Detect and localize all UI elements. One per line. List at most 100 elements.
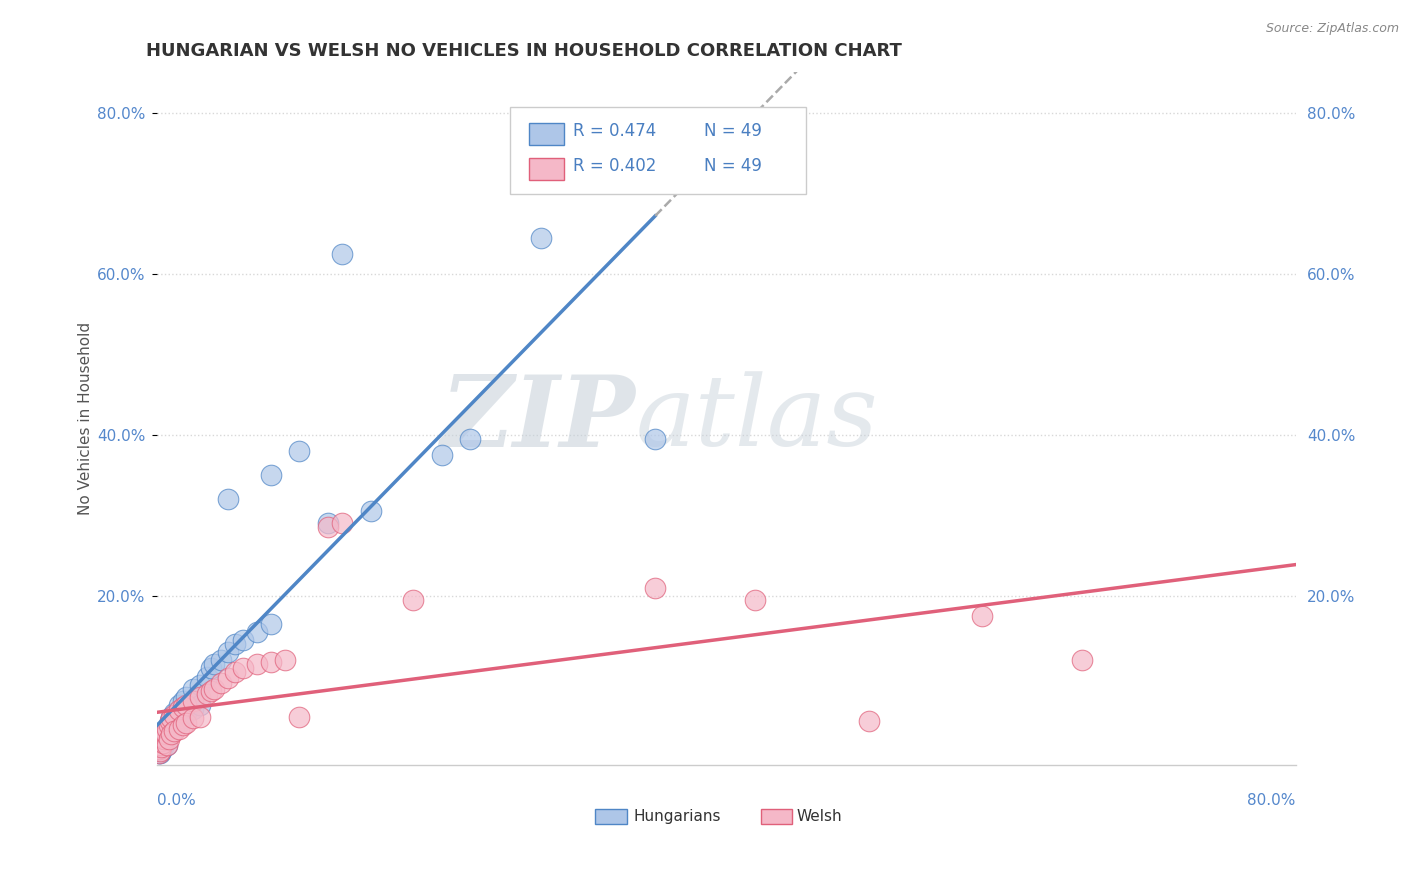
- Point: [644, 432, 666, 446]
- Point: [858, 714, 880, 728]
- Point: [149, 743, 172, 757]
- Point: [217, 671, 239, 685]
- Point: [160, 726, 183, 740]
- Point: [156, 738, 179, 752]
- Point: [153, 726, 176, 740]
- Point: [458, 432, 481, 446]
- Point: [157, 718, 180, 732]
- Point: [274, 653, 297, 667]
- FancyBboxPatch shape: [510, 107, 806, 194]
- Point: [157, 732, 180, 747]
- Point: [155, 732, 177, 747]
- Point: [156, 738, 179, 752]
- Point: [148, 746, 170, 760]
- Point: [157, 727, 180, 741]
- Point: [148, 742, 170, 756]
- Point: [174, 698, 197, 712]
- Point: [260, 655, 283, 669]
- Point: [152, 735, 174, 749]
- Point: [153, 735, 176, 749]
- Point: [246, 625, 269, 640]
- Point: [148, 746, 170, 760]
- Text: Source: ZipAtlas.com: Source: ZipAtlas.com: [1265, 22, 1399, 36]
- Point: [157, 718, 180, 732]
- Point: [232, 633, 254, 648]
- Point: [224, 665, 246, 680]
- Text: R = 0.402: R = 0.402: [572, 157, 657, 175]
- Point: [260, 468, 283, 483]
- Point: [156, 722, 179, 736]
- Point: [181, 702, 204, 716]
- Point: [402, 593, 425, 607]
- Text: Hungarians: Hungarians: [633, 809, 720, 824]
- Point: [172, 700, 194, 714]
- Point: [260, 617, 283, 632]
- Point: [195, 669, 218, 683]
- Point: [1071, 653, 1094, 667]
- Point: [152, 740, 174, 755]
- Point: [330, 516, 353, 531]
- Point: [172, 711, 194, 725]
- Point: [188, 690, 211, 704]
- Point: [149, 738, 172, 752]
- Text: N = 49: N = 49: [703, 157, 762, 175]
- Point: [153, 732, 176, 747]
- Point: [167, 722, 190, 736]
- Text: 80.0%: 80.0%: [1247, 793, 1295, 808]
- Point: [530, 230, 553, 244]
- Text: ZIP: ZIP: [440, 370, 636, 467]
- Text: 0.0%: 0.0%: [157, 793, 195, 808]
- Point: [360, 504, 382, 518]
- Point: [181, 681, 204, 696]
- Point: [316, 520, 339, 534]
- Point: [163, 708, 186, 723]
- Point: [200, 661, 222, 675]
- Text: HUNGARIAN VS WELSH NO VEHICLES IN HOUSEHOLD CORRELATION CHART: HUNGARIAN VS WELSH NO VEHICLES IN HOUSEH…: [146, 42, 901, 60]
- Point: [644, 581, 666, 595]
- Point: [188, 677, 211, 691]
- Point: [150, 743, 173, 757]
- Point: [188, 698, 211, 712]
- Point: [152, 730, 174, 744]
- Point: [174, 716, 197, 731]
- Point: [153, 726, 176, 740]
- Point: [167, 716, 190, 731]
- Point: [181, 711, 204, 725]
- Point: [155, 727, 177, 741]
- FancyBboxPatch shape: [530, 123, 564, 145]
- Text: atlas: atlas: [636, 371, 877, 467]
- FancyBboxPatch shape: [761, 809, 793, 824]
- Point: [217, 645, 239, 659]
- Point: [163, 719, 186, 733]
- Point: [200, 684, 222, 698]
- Point: [160, 711, 183, 725]
- Point: [288, 444, 311, 458]
- Point: [167, 698, 190, 712]
- Point: [152, 730, 174, 744]
- Point: [430, 448, 453, 462]
- Point: [181, 693, 204, 707]
- Point: [217, 492, 239, 507]
- Point: [209, 653, 232, 667]
- Point: [202, 657, 225, 672]
- Point: [202, 681, 225, 696]
- Point: [232, 661, 254, 675]
- FancyBboxPatch shape: [596, 809, 627, 824]
- Point: [174, 706, 197, 720]
- Point: [156, 722, 179, 736]
- Text: R = 0.474: R = 0.474: [572, 122, 657, 140]
- Point: [195, 687, 218, 701]
- Point: [150, 734, 173, 748]
- Point: [167, 703, 190, 717]
- Point: [160, 727, 183, 741]
- Y-axis label: No Vehicles in Household: No Vehicles in Household: [79, 322, 93, 516]
- FancyBboxPatch shape: [530, 158, 564, 180]
- Point: [246, 657, 269, 672]
- Point: [150, 740, 173, 755]
- Point: [149, 738, 172, 752]
- Point: [148, 742, 170, 756]
- Point: [163, 724, 186, 739]
- Text: Welsh: Welsh: [797, 809, 842, 824]
- Point: [288, 710, 311, 724]
- Point: [174, 690, 197, 704]
